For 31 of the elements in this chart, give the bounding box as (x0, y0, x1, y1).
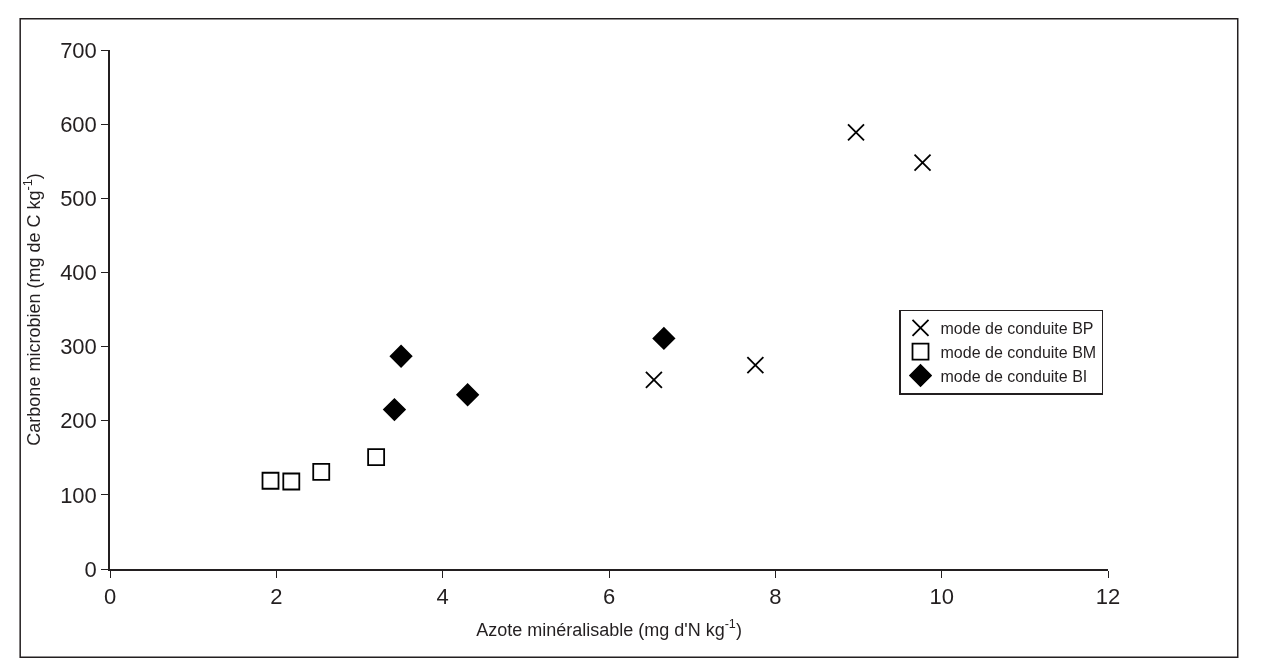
point (261, 471, 280, 490)
y-tick-label: 700 (60, 37, 97, 63)
y-tick-label: 200 (60, 408, 97, 434)
x-tick-label: 6 (602, 584, 616, 610)
legend-label: mode de conduite BI (940, 367, 1088, 385)
x-tick-label: 10 (929, 584, 954, 610)
y-tick-label: 300 (60, 334, 97, 360)
x-tick-label: 2 (270, 584, 283, 610)
point (456, 383, 479, 407)
y-tick-label: 100 (60, 482, 97, 508)
y-tick-label: 400 (60, 260, 97, 286)
point (383, 398, 406, 421)
point (389, 344, 413, 368)
y-tick-label: 0 (84, 556, 97, 582)
point (312, 462, 331, 481)
x-tick-label: 8 (769, 584, 782, 610)
legend-label: mode de conduite BM (940, 343, 1097, 361)
legend-label: mode de conduite BP (940, 320, 1094, 338)
y-tick-label: 600 (60, 111, 97, 137)
y-tick-label: 500 (60, 185, 97, 211)
point (847, 123, 865, 142)
point (645, 371, 663, 389)
point (367, 448, 386, 466)
x-axis-title: Azote minéralisable (mg d'N kg$^{-1}$) (476, 617, 742, 640)
point (746, 356, 765, 375)
point (913, 153, 932, 172)
x-tick-label: 12 (1095, 584, 1121, 610)
point (282, 472, 301, 491)
point (652, 327, 676, 350)
x-tick-label: 4 (436, 584, 449, 610)
x-tick-label: 0 (103, 584, 117, 610)
